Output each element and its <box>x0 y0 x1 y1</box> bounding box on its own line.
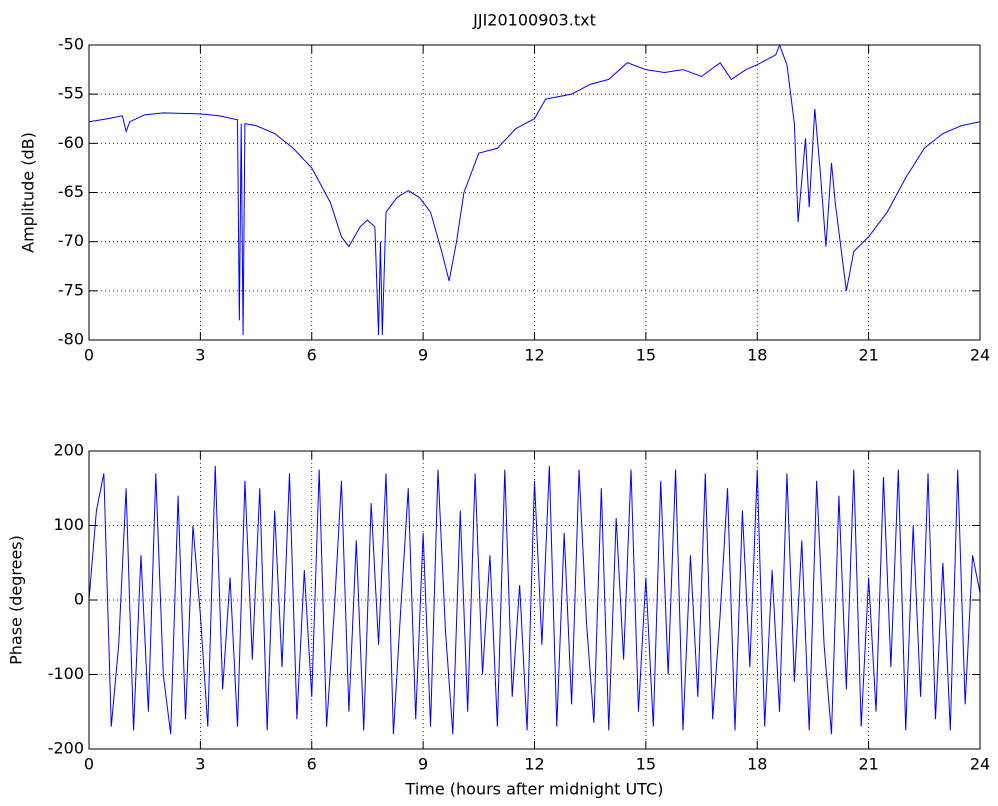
x-tick-label: 12 <box>524 346 544 365</box>
y-tick-label: -100 <box>48 664 84 683</box>
y-tick-label: -200 <box>48 739 84 758</box>
y-tick-label: -70 <box>58 231 84 250</box>
data-line <box>88 465 981 735</box>
axes-box <box>88 450 981 750</box>
x-tick-label: 15 <box>636 755 656 774</box>
x-tick-label: 0 <box>84 346 94 365</box>
x-axis-label: Time (hours after midnight UTC) <box>405 780 664 799</box>
data-line <box>88 43 981 336</box>
x-tick-label: 6 <box>307 346 317 365</box>
y-tick-label: -65 <box>58 182 84 201</box>
y-axis-label: Amplitude (dB) <box>19 132 38 253</box>
y-axis-label: Phase (degrees) <box>7 535 26 665</box>
y-tick-label: -60 <box>58 133 84 152</box>
x-tick-label: 21 <box>858 755 878 774</box>
y-tick-label: 200 <box>53 441 84 460</box>
y-tick-label: -80 <box>58 330 84 349</box>
y-tick-label: -50 <box>58 35 84 54</box>
x-tick-label: 18 <box>747 755 767 774</box>
x-tick-label: 3 <box>195 755 205 774</box>
x-tick-label: 21 <box>858 346 878 365</box>
x-tick-label: 15 <box>636 346 656 365</box>
y-tick-label: -55 <box>58 84 84 103</box>
x-tick-label: 0 <box>84 755 94 774</box>
axes-box <box>88 44 981 341</box>
x-tick-label: 6 <box>307 755 317 774</box>
y-tick-label: -75 <box>58 280 84 299</box>
x-tick-label: 9 <box>418 346 428 365</box>
x-tick-label: 12 <box>524 755 544 774</box>
x-tick-label: 3 <box>195 346 205 365</box>
chart-title: JJI20100903.txt <box>472 11 596 30</box>
x-tick-label: 9 <box>418 755 428 774</box>
y-tick-label: 100 <box>53 515 84 534</box>
y-tick-label: 0 <box>74 590 84 609</box>
x-tick-label: 24 <box>970 346 990 365</box>
x-tick-label: 18 <box>747 346 767 365</box>
x-tick-label: 24 <box>970 755 990 774</box>
